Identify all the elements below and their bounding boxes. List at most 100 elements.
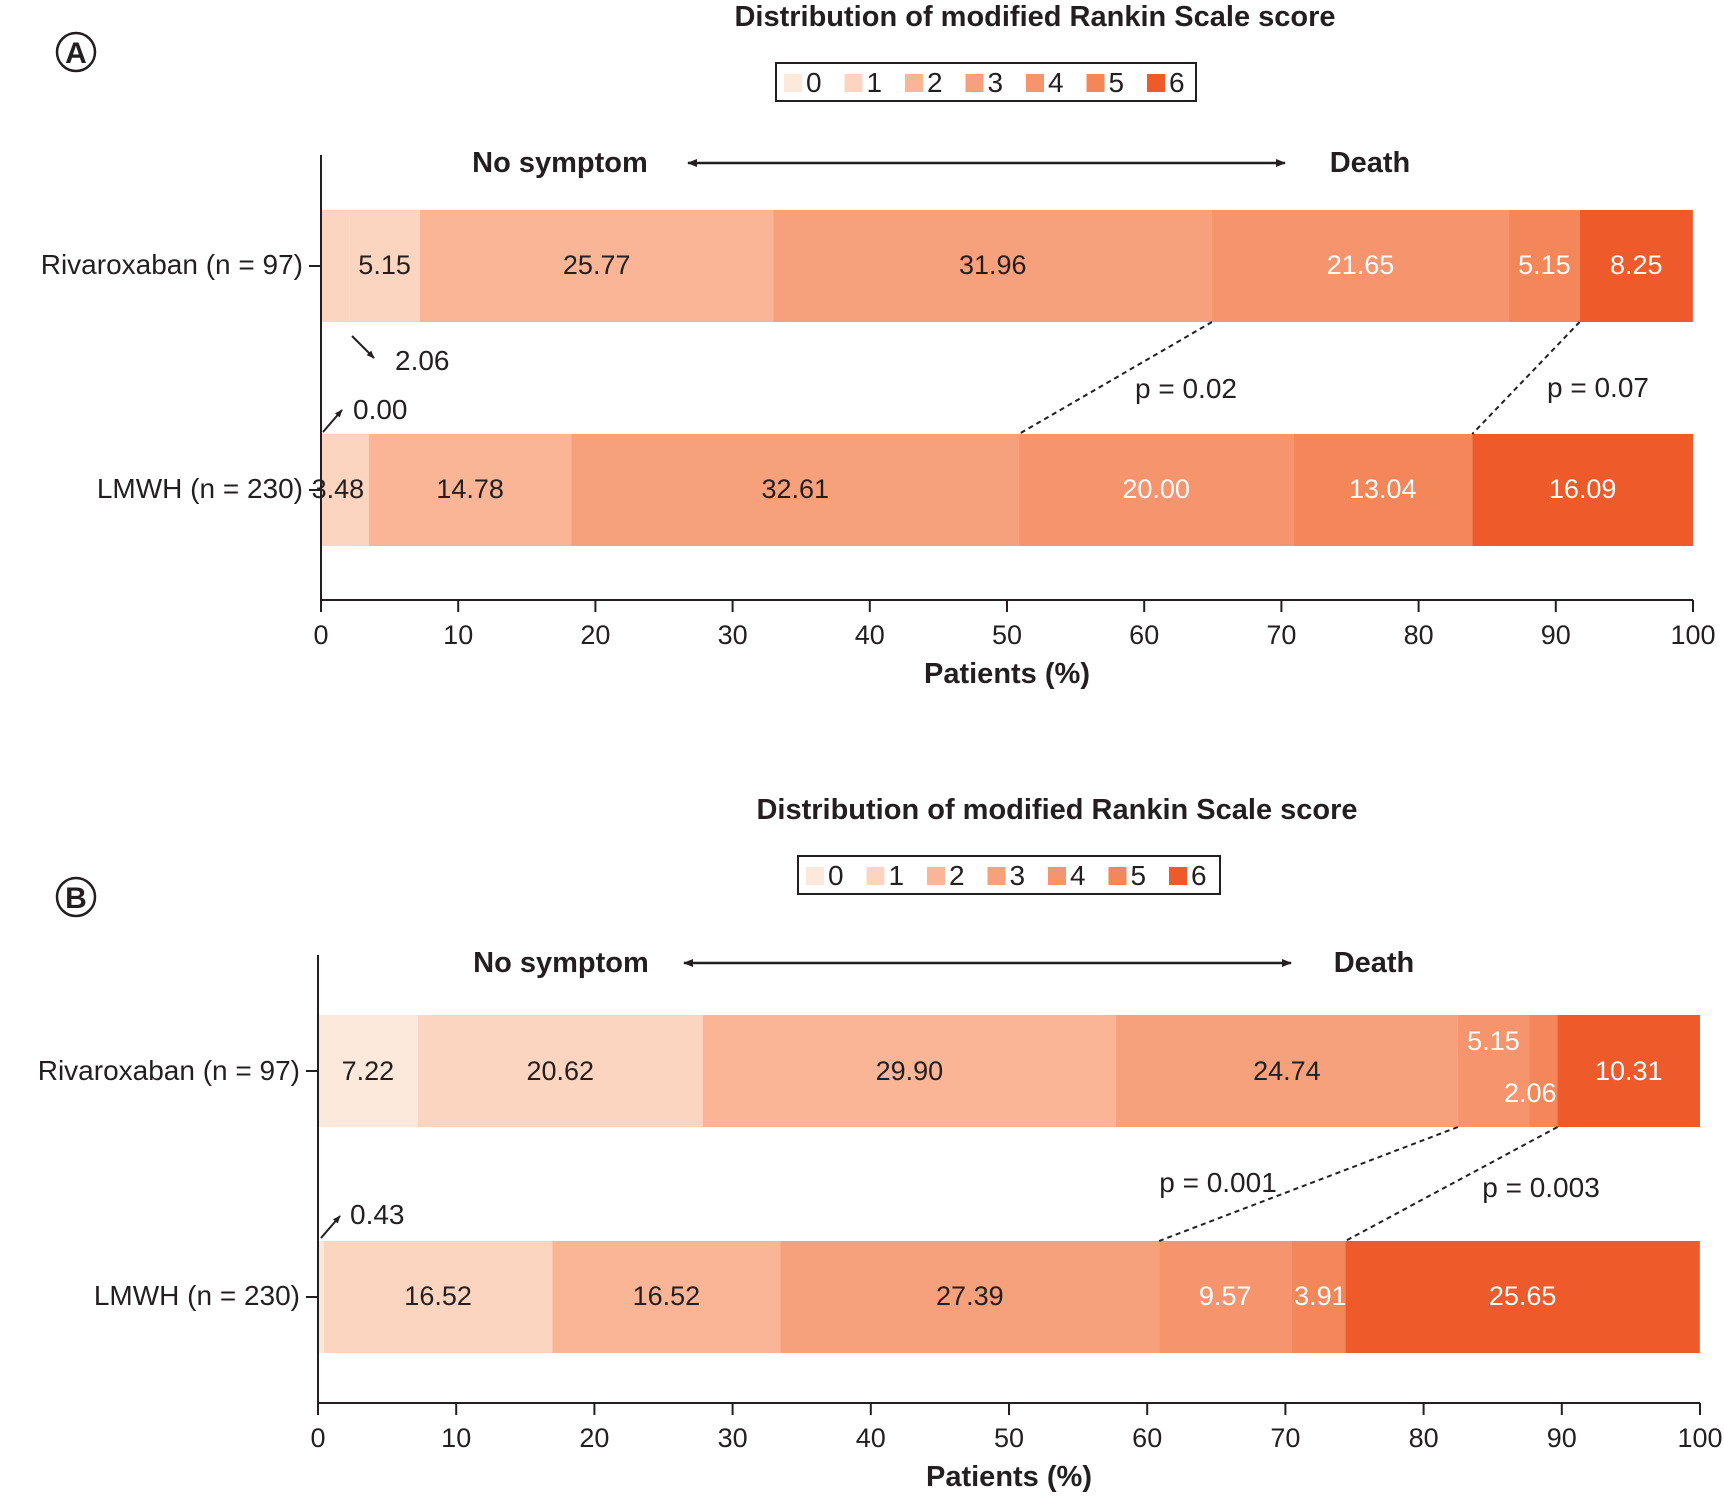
callout-label: 0.43 xyxy=(350,1199,405,1230)
legend-label-2: 2 xyxy=(927,67,943,98)
panel-letter: A xyxy=(65,37,87,70)
legend-swatch-0 xyxy=(784,74,802,92)
scale-right-label: Death xyxy=(1330,147,1411,179)
legend-swatch-1 xyxy=(866,867,885,885)
legend-swatch-5 xyxy=(1086,74,1105,92)
bar-segment xyxy=(1211,210,1510,322)
scale-left-label: No symptom xyxy=(473,947,649,979)
p-value-label: p = 0.07 xyxy=(1547,372,1649,403)
panel-letter-circle xyxy=(55,876,97,918)
bar-segment xyxy=(1529,1015,1558,1127)
data-label: 13.04 xyxy=(1349,474,1417,504)
data-label: 29.90 xyxy=(876,1056,944,1086)
legend-swatch-3 xyxy=(987,867,1006,885)
legend-swatch-3 xyxy=(965,74,984,92)
x-tick-label: 10 xyxy=(441,1423,471,1453)
legend-label-1: 1 xyxy=(889,860,905,891)
category-label: Rivaroxaban (n = 97) xyxy=(41,249,303,280)
bar-segment xyxy=(419,210,774,322)
bar-segment xyxy=(1579,210,1693,322)
bar-segment xyxy=(1457,1015,1530,1127)
legend-swatch-6 xyxy=(1169,867,1187,885)
legend-swatch-4 xyxy=(1026,74,1044,92)
x-tick-label: 100 xyxy=(1677,1423,1722,1453)
legend-label-4: 4 xyxy=(1048,67,1064,98)
callout-arrow xyxy=(322,409,343,433)
category-label: LMWH (n = 230) xyxy=(97,473,303,504)
x-tick-label: 80 xyxy=(1409,1423,1439,1453)
x-tick-label: 0 xyxy=(313,620,328,650)
data-label: 20.00 xyxy=(1122,474,1190,504)
x-tick-label: 80 xyxy=(1404,620,1434,650)
legend-label-6: 6 xyxy=(1169,67,1185,98)
x-tick-label: 30 xyxy=(718,620,748,650)
x-tick-label: 90 xyxy=(1541,620,1571,650)
legend-swatch-5 xyxy=(1108,867,1127,885)
x-tick-label: 10 xyxy=(443,620,473,650)
x-tick-label: 70 xyxy=(1266,620,1296,650)
data-label: 25.65 xyxy=(1489,1281,1557,1311)
data-label: 31.96 xyxy=(959,250,1027,280)
bar-segment xyxy=(323,1241,553,1353)
x-tick-label: 40 xyxy=(855,620,885,650)
data-label: 27.39 xyxy=(936,1281,1004,1311)
data-label: 5.15 xyxy=(1518,250,1571,280)
x-tick-label: 20 xyxy=(579,1423,609,1453)
x-tick-label: 60 xyxy=(1129,620,1159,650)
data-label: 24.74 xyxy=(1253,1056,1321,1086)
legend-label-2: 2 xyxy=(949,860,965,891)
legend-swatch-2 xyxy=(927,867,945,885)
x-tick-label: 50 xyxy=(994,1423,1024,1453)
scale-right-label: Death xyxy=(1334,947,1415,979)
bar-segment xyxy=(780,1241,1160,1353)
x-axis-label: Patients (%) xyxy=(926,1461,1092,1493)
callout-label: 2.06 xyxy=(395,345,450,376)
legend-label-1: 1 xyxy=(867,67,883,98)
data-label: 7.22 xyxy=(342,1056,395,1086)
legend-label-3: 3 xyxy=(988,67,1004,98)
data-label: 10.31 xyxy=(1595,1056,1663,1086)
bar-segment xyxy=(318,1015,418,1127)
bar-segment xyxy=(1018,434,1294,546)
panel-letter: B xyxy=(65,882,87,915)
legend-swatch-6 xyxy=(1147,74,1165,92)
callout-label: 0.00 xyxy=(353,394,408,425)
data-label: 14.78 xyxy=(436,474,504,504)
legend-label-0: 0 xyxy=(828,860,844,891)
panel-letter-circle xyxy=(55,31,97,73)
x-tick-label: 100 xyxy=(1670,620,1715,650)
p-value-label: p = 0.003 xyxy=(1482,1172,1600,1203)
p-value-label: p = 0.001 xyxy=(1159,1167,1277,1198)
x-tick-label: 70 xyxy=(1270,1423,1300,1453)
data-label: 9.57 xyxy=(1199,1281,1252,1311)
x-tick-label: 0 xyxy=(310,1423,325,1453)
x-tick-label: 60 xyxy=(1132,1423,1162,1453)
legend-label-4: 4 xyxy=(1070,860,1086,891)
category-label: Rivaroxaban (n = 97) xyxy=(38,1055,300,1086)
p-connector xyxy=(1018,321,1213,435)
legend-label-3: 3 xyxy=(1010,860,1026,891)
callout-arrow xyxy=(320,1215,341,1239)
legend-swatch-0 xyxy=(806,867,824,885)
p-connector xyxy=(1344,1126,1558,1242)
legend-swatch-4 xyxy=(1048,867,1066,885)
bar-segment xyxy=(318,1241,324,1353)
chart-panel-a: A Distribution of modified Rankin Scale s… xyxy=(41,1,1716,690)
bar-segment xyxy=(1159,1241,1292,1353)
legend-label-0: 0 xyxy=(806,67,822,98)
legend-label-6: 6 xyxy=(1191,860,1207,891)
category-label: LMWH (n = 230) xyxy=(94,1280,300,1311)
x-axis-label: Patients (%) xyxy=(924,658,1090,690)
bar-segment xyxy=(368,434,572,546)
bar-segment xyxy=(1472,434,1693,546)
data-label: 32.61 xyxy=(761,474,829,504)
chart-title: Distribution of modified Rankin Scale sc… xyxy=(756,794,1357,826)
bar-segment xyxy=(571,434,1019,546)
data-label: 16.09 xyxy=(1549,474,1617,504)
data-label: 2.06 xyxy=(1504,1078,1557,1108)
x-tick-label: 20 xyxy=(580,620,610,650)
bar-segment xyxy=(1291,1241,1346,1353)
x-tick-label: 30 xyxy=(718,1423,748,1453)
p-value-label: p = 0.02 xyxy=(1135,373,1237,404)
legend-box xyxy=(775,62,1197,102)
